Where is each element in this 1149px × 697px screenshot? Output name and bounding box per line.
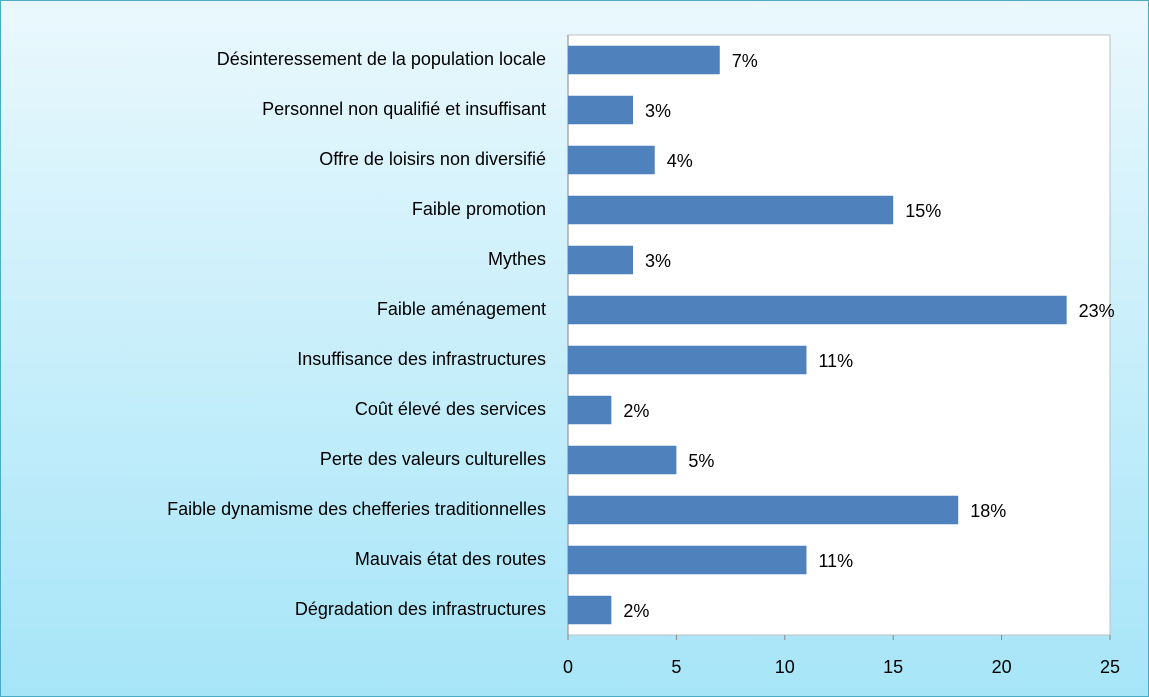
- data-label: 15%: [905, 201, 941, 221]
- data-label: 11%: [818, 351, 853, 371]
- data-label: 18%: [970, 501, 1006, 521]
- bar: [568, 395, 612, 425]
- x-tick-label: 0: [563, 657, 573, 677]
- y-tick-label: Offre de loisirs non diversifié: [319, 149, 546, 169]
- y-tick-label: Faible dynamisme des chefferies traditio…: [167, 499, 546, 519]
- plot-area: [567, 34, 1111, 636]
- data-label: 2%: [623, 401, 649, 421]
- y-tick-label: Faible promotion: [412, 199, 546, 219]
- y-tick-label: Dégradation des infrastructures: [295, 599, 546, 619]
- bar: [568, 195, 894, 225]
- y-tick-label: Insuffisance des infrastructures: [297, 349, 546, 369]
- y-tick-label: Mauvais état des routes: [355, 549, 546, 569]
- y-tick-label: Coût élevé des services: [355, 399, 546, 419]
- x-tick-label: 15: [883, 657, 903, 677]
- bar: [568, 445, 677, 475]
- data-label: 5%: [688, 451, 714, 471]
- data-label: 7%: [732, 51, 758, 71]
- x-tick-label: 5: [671, 657, 681, 677]
- data-label: 11%: [818, 551, 853, 571]
- x-tick-label: 25: [1100, 657, 1120, 677]
- x-tick-label: 20: [992, 657, 1012, 677]
- bar: [568, 495, 959, 525]
- bar: [568, 45, 720, 75]
- bar: [568, 95, 634, 125]
- y-tick-label: Personnel non qualifié et insuffisant: [262, 99, 546, 119]
- data-label: 23%: [1079, 301, 1115, 321]
- y-tick-label: Faible aménagement: [377, 299, 546, 319]
- x-tick-label: 10: [775, 657, 795, 677]
- bar: [568, 245, 634, 275]
- bar: [568, 145, 655, 175]
- data-label: 2%: [623, 601, 649, 621]
- bar: [568, 595, 612, 625]
- bar: [568, 295, 1067, 325]
- data-label: 4%: [667, 151, 693, 171]
- bar: [568, 545, 807, 575]
- y-tick-label: Mythes: [488, 249, 546, 269]
- y-tick-label: Perte des valeurs culturelles: [320, 449, 546, 469]
- data-label: 3%: [645, 251, 671, 271]
- data-label: 3%: [645, 101, 671, 121]
- bar: [568, 345, 807, 375]
- y-tick-label: Désinteressement de la population locale: [217, 49, 546, 69]
